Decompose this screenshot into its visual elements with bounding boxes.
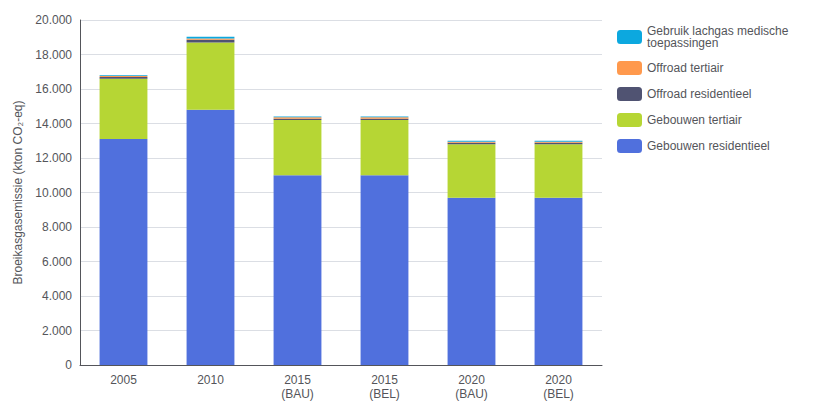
svg-text:6.000: 6.000 — [42, 255, 72, 269]
svg-text:2.000: 2.000 — [42, 324, 72, 338]
svg-text:16.000: 16.000 — [35, 82, 72, 96]
svg-text:(BEL): (BEL) — [369, 387, 400, 401]
svg-text:12.000: 12.000 — [35, 151, 72, 165]
svg-text:2015: 2015 — [371, 373, 398, 387]
svg-text:20.000: 20.000 — [35, 13, 72, 27]
svg-text:2020: 2020 — [458, 373, 485, 387]
svg-text:Gebouwen tertiair: Gebouwen tertiair — [647, 113, 742, 127]
svg-text:2010: 2010 — [197, 373, 224, 387]
svg-text:(BAU): (BAU) — [281, 387, 314, 401]
svg-text:Broeikasgasemissie (kton CO₂-e: Broeikasgasemissie (kton CO₂-eq) — [11, 100, 25, 284]
svg-text:18.000: 18.000 — [35, 48, 72, 62]
svg-text:2005: 2005 — [110, 373, 137, 387]
svg-text:2020: 2020 — [545, 373, 572, 387]
svg-text:Gebouwen residentieel: Gebouwen residentieel — [647, 139, 770, 153]
svg-text:10.000: 10.000 — [35, 186, 72, 200]
svg-text:(BEL): (BEL) — [543, 387, 574, 401]
svg-text:Offroad residentieel: Offroad residentieel — [647, 87, 752, 101]
svg-text:4.000: 4.000 — [42, 289, 72, 303]
svg-text:(BAU): (BAU) — [455, 387, 488, 401]
svg-text:Offroad tertiair: Offroad tertiair — [647, 61, 723, 75]
svg-text:toepassingen: toepassingen — [647, 36, 718, 50]
svg-text:Gebruik lachgas medische: Gebruik lachgas medische — [647, 24, 789, 38]
svg-text:8.000: 8.000 — [42, 220, 72, 234]
svg-text:2015: 2015 — [284, 373, 311, 387]
svg-text:14.000: 14.000 — [35, 117, 72, 131]
svg-text:0: 0 — [65, 358, 72, 372]
